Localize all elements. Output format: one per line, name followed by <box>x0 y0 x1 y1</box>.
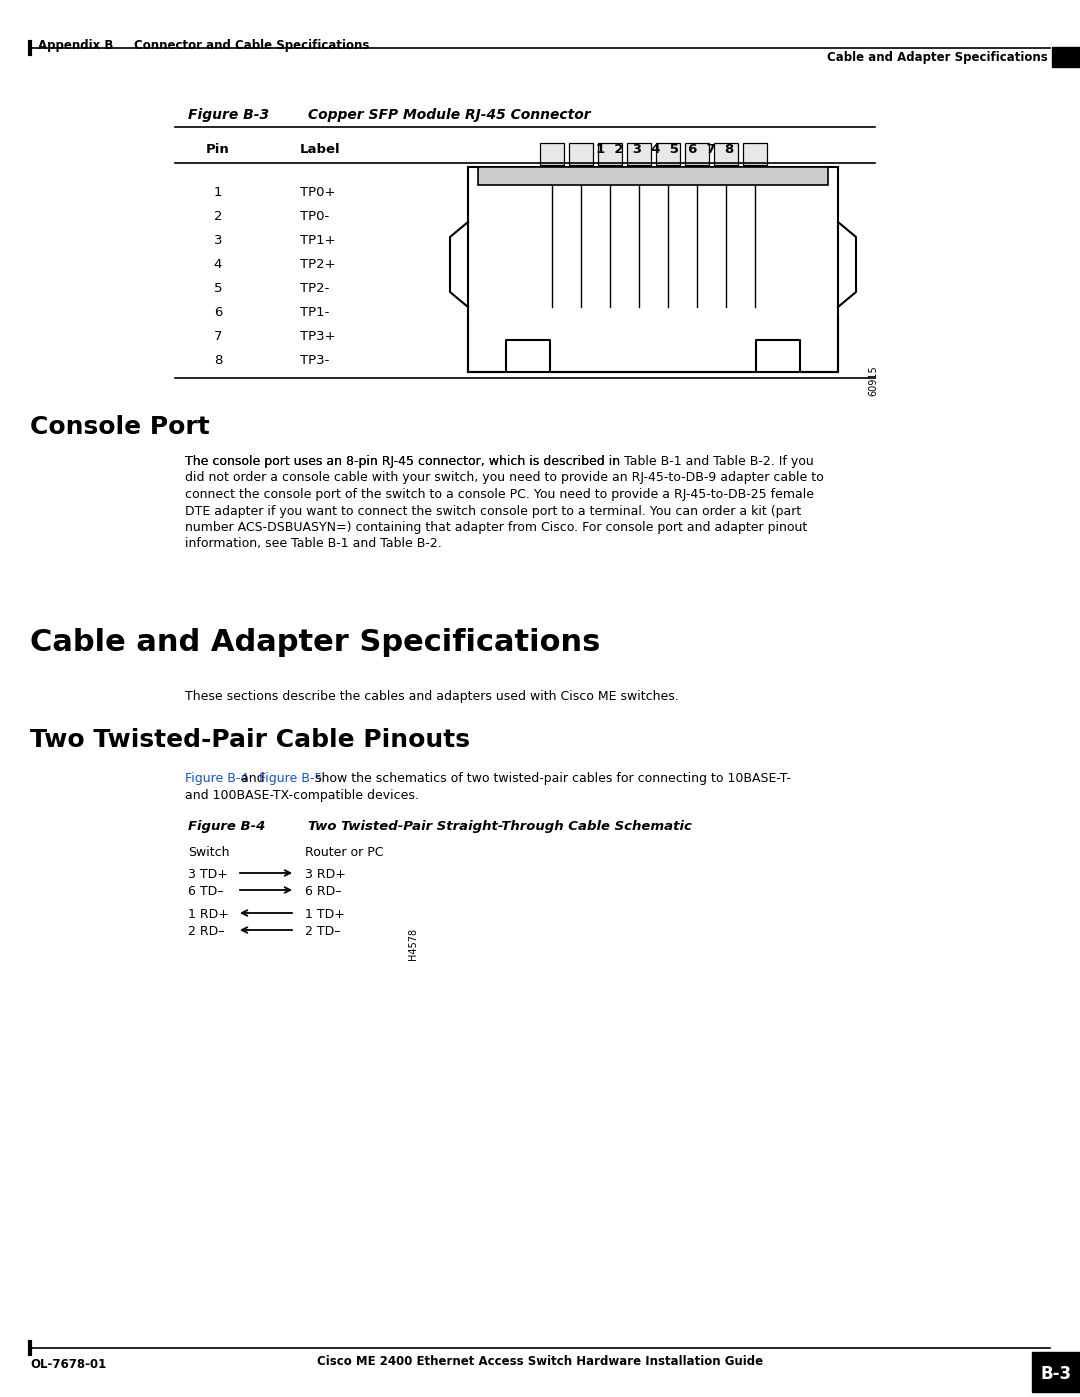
Text: B-3: B-3 <box>1040 1365 1071 1383</box>
Text: Appendix B     Connector and Cable Specifications: Appendix B Connector and Cable Specifica… <box>38 39 369 52</box>
Text: Cable and Adapter Specifications: Cable and Adapter Specifications <box>827 50 1048 63</box>
Text: information, see Table B-1 and Table B-2.: information, see Table B-1 and Table B-2… <box>185 538 442 550</box>
Text: 1  2  3  4  5  6  7  8: 1 2 3 4 5 6 7 8 <box>596 142 734 156</box>
Text: and 100BASE-TX-compatible devices.: and 100BASE-TX-compatible devices. <box>185 788 419 802</box>
Text: Two Twisted-Pair Straight-Through Cable Schematic: Two Twisted-Pair Straight-Through Cable … <box>308 820 692 833</box>
Bar <box>468 168 838 372</box>
Text: Router or PC: Router or PC <box>305 847 383 859</box>
Text: The console port uses an 8-pin RJ-45 connector, which is described in Table B-1 : The console port uses an 8-pin RJ-45 con… <box>185 455 813 468</box>
Text: Copper SFP Module RJ-45 Connector: Copper SFP Module RJ-45 Connector <box>308 108 591 122</box>
Bar <box>478 168 828 184</box>
Bar <box>626 142 650 165</box>
Bar <box>568 142 593 165</box>
Bar <box>1032 1352 1080 1391</box>
Text: Label: Label <box>300 142 340 156</box>
Text: TP3-: TP3- <box>300 353 329 367</box>
Text: 1 RD+: 1 RD+ <box>188 908 229 921</box>
Text: Figure B-4: Figure B-4 <box>185 773 248 785</box>
Text: The console port uses an 8-pin RJ-45 connector, which is described in: The console port uses an 8-pin RJ-45 con… <box>185 455 624 468</box>
Text: 6 RD–: 6 RD– <box>305 886 341 898</box>
Text: 6: 6 <box>214 306 222 319</box>
Text: 3: 3 <box>214 235 222 247</box>
Text: 1 TD+: 1 TD+ <box>305 908 345 921</box>
Text: did not order a console cable with your switch, you need to provide an RJ-45-to-: did not order a console cable with your … <box>185 472 824 485</box>
Text: and: and <box>237 773 269 785</box>
Text: 3 TD+: 3 TD+ <box>188 868 228 882</box>
Bar <box>656 142 679 165</box>
Text: 2: 2 <box>214 210 222 224</box>
Text: Two Twisted-Pair Cable Pinouts: Two Twisted-Pair Cable Pinouts <box>30 728 470 752</box>
Bar <box>540 142 564 165</box>
Text: Cable and Adapter Specifications: Cable and Adapter Specifications <box>30 629 600 657</box>
Bar <box>1052 47 1080 67</box>
Text: TP1+: TP1+ <box>300 235 336 247</box>
Text: show the schematics of two twisted-pair cables for connecting to 10BASE-T-: show the schematics of two twisted-pair … <box>311 773 791 785</box>
Text: 3 RD+: 3 RD+ <box>305 868 346 882</box>
Bar <box>597 142 621 165</box>
Text: Cisco ME 2400 Ethernet Access Switch Hardware Installation Guide: Cisco ME 2400 Ethernet Access Switch Har… <box>316 1355 764 1368</box>
Text: TP1-: TP1- <box>300 306 329 319</box>
Bar <box>743 142 767 165</box>
Text: 60915: 60915 <box>868 365 878 395</box>
Text: 1: 1 <box>214 186 222 198</box>
Text: These sections describe the cables and adapters used with Cisco ME switches.: These sections describe the cables and a… <box>185 690 678 703</box>
Text: TP3+: TP3+ <box>300 330 336 344</box>
Text: DTE adapter if you want to connect the switch console port to a terminal. You ca: DTE adapter if you want to connect the s… <box>185 504 801 517</box>
Text: 4: 4 <box>214 258 222 271</box>
Text: connect the console port of the switch to a console PC. You need to provide a RJ: connect the console port of the switch t… <box>185 488 814 502</box>
Text: Switch: Switch <box>188 847 229 859</box>
Text: Console Port: Console Port <box>30 415 210 439</box>
Text: TP0+: TP0+ <box>300 186 336 198</box>
Text: Figure B-3: Figure B-3 <box>188 108 269 122</box>
Text: Figure B-5: Figure B-5 <box>259 773 322 785</box>
Text: number ACS-DSBUASYN=) containing that adapter from Cisco. For console port and a: number ACS-DSBUASYN=) containing that ad… <box>185 521 807 534</box>
Bar <box>714 142 738 165</box>
Text: 2 TD–: 2 TD– <box>305 925 340 937</box>
Text: H4578: H4578 <box>408 928 418 960</box>
Text: TP2+: TP2+ <box>300 258 336 271</box>
Text: OL-7678-01: OL-7678-01 <box>30 1358 106 1370</box>
Text: Figure B-4: Figure B-4 <box>188 820 266 833</box>
Text: TP2-: TP2- <box>300 282 329 295</box>
Text: Pin: Pin <box>206 142 230 156</box>
Text: TP0-: TP0- <box>300 210 329 224</box>
Text: 5: 5 <box>214 282 222 295</box>
Text: 2 RD–: 2 RD– <box>188 925 225 937</box>
Text: 6 TD–: 6 TD– <box>188 886 224 898</box>
Text: 7: 7 <box>214 330 222 344</box>
Text: 8: 8 <box>214 353 222 367</box>
Bar <box>685 142 708 165</box>
